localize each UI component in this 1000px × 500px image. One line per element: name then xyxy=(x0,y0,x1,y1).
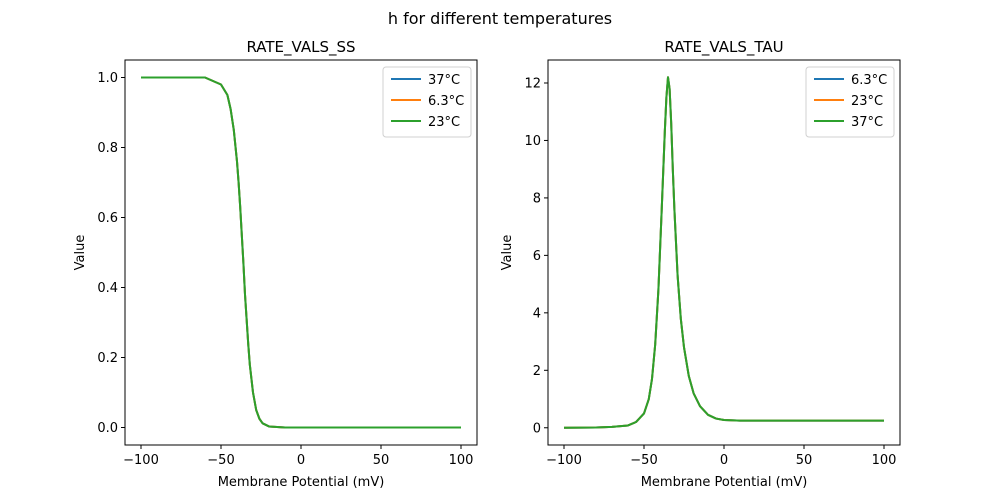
x-tick-label: 0 xyxy=(720,453,728,468)
legend-item: 6.3°C xyxy=(814,73,887,88)
legend-label: 37°C xyxy=(851,115,883,130)
x-axis-label: Membrane Potential (mV) xyxy=(218,475,385,490)
legend-label: 37°C xyxy=(428,73,460,88)
series-line-23C xyxy=(141,76,461,429)
legend-box xyxy=(382,66,472,138)
y-tick-label: 0.4 xyxy=(97,281,118,296)
x-tick-label: −50 xyxy=(630,453,657,468)
legend-box xyxy=(805,66,895,138)
y-tick-label: 4 xyxy=(533,306,541,321)
legend-label: 23°C xyxy=(851,94,883,109)
y-tick-label: 6 xyxy=(533,249,541,264)
legend-item: 23°C xyxy=(814,94,883,109)
y-tick-label: 8 xyxy=(533,191,541,206)
y-tick-label: 1.0 xyxy=(97,71,118,86)
legend-item: 37°C xyxy=(391,73,460,88)
legend-item: 37°C xyxy=(814,115,883,130)
y-tick-label: 0.6 xyxy=(97,211,118,226)
y-tick-label: 0.0 xyxy=(97,421,118,436)
y-tick-label: 0.2 xyxy=(97,351,118,366)
subplot-rate-vals-ss: RATE_VALS_SS −100 −50 0 50 100 0.0 0.2 0.4 0.6 0.8… xyxy=(73,38,478,490)
y-tick-label: 2 xyxy=(533,364,541,379)
y-tick-label: 12 xyxy=(524,76,541,91)
figure-suptitle: h for different temperatures xyxy=(388,9,612,28)
subplot-title: RATE_VALS_SS xyxy=(246,38,355,57)
legend-label: 6.3°C xyxy=(428,94,464,109)
y-tick-label: 0.8 xyxy=(97,141,118,156)
x-tick-label: −100 xyxy=(123,453,159,468)
y-axis-label: Value xyxy=(500,235,515,271)
y-tick-label: 10 xyxy=(524,134,541,149)
y-tick-label: 0 xyxy=(533,421,541,436)
x-tick-label: 50 xyxy=(796,453,813,468)
x-tick-label: 0 xyxy=(297,453,305,468)
subplot-title: RATE_VALS_TAU xyxy=(664,38,783,57)
x-tick-label: −50 xyxy=(207,453,234,468)
subplot-rate-vals-tau: RATE_VALS_TAU −100 −50 0 50 100 0 2 4 6 8 10 12 Membr… xyxy=(500,38,901,490)
x-tick-label: 100 xyxy=(449,453,474,468)
legend: 6.3°C 23°C 37°C xyxy=(805,66,895,138)
legend-label: 23°C xyxy=(428,115,460,130)
series-line-37C xyxy=(563,76,884,429)
x-tick-label: 50 xyxy=(373,453,390,468)
y-axis-label: Value xyxy=(73,235,88,271)
legend: 37°C 6.3°C 23°C xyxy=(382,66,472,138)
legend-item: 23°C xyxy=(391,115,460,130)
x-tick-label: 100 xyxy=(872,453,897,468)
legend-label: 6.3°C xyxy=(851,73,887,88)
x-axis-label: Membrane Potential (mV) xyxy=(641,475,808,490)
legend-item: 6.3°C xyxy=(391,94,464,109)
x-tick-label: −100 xyxy=(546,453,582,468)
